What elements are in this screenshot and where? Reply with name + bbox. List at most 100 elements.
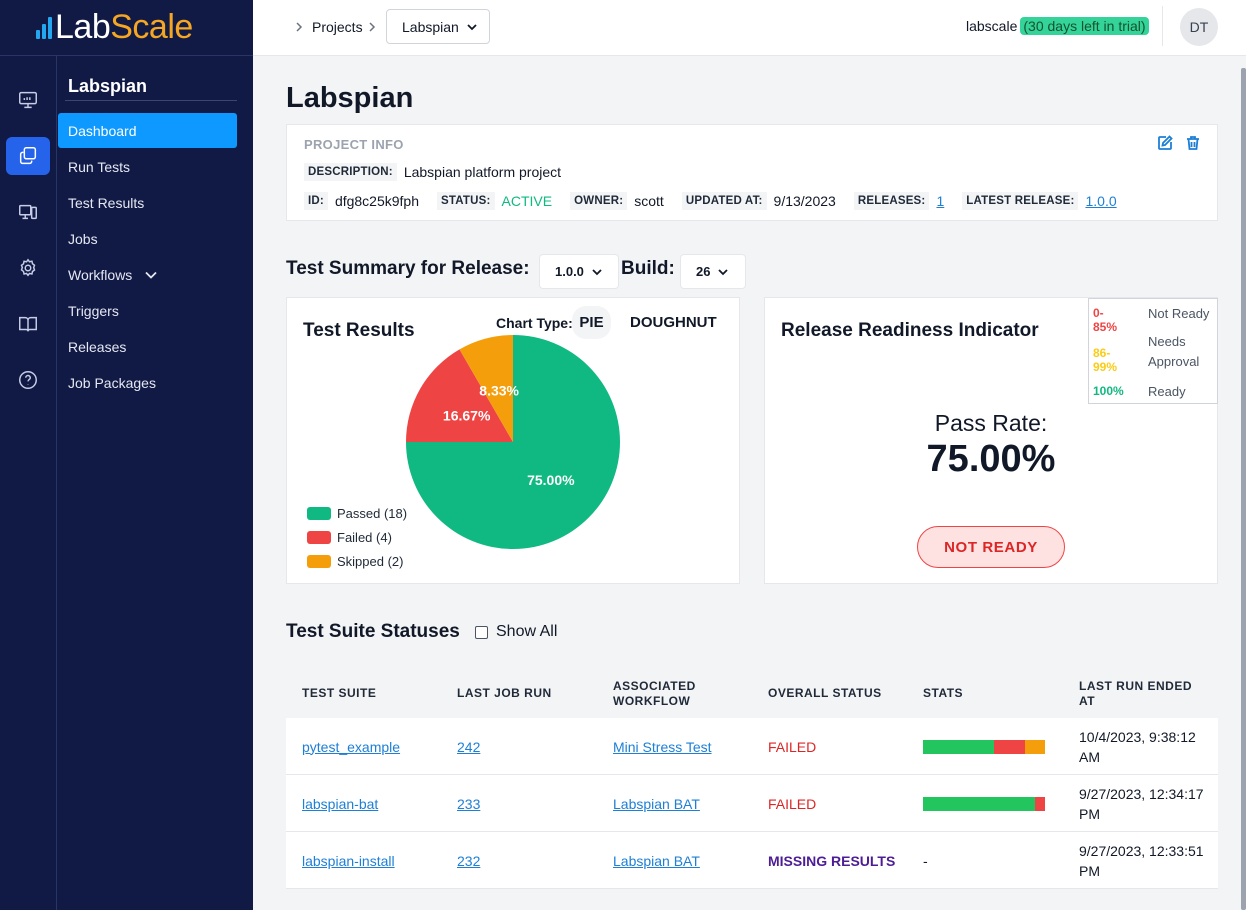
sidebar-item-releases[interactable]: Releases [58, 329, 237, 364]
legend-swatch [307, 554, 331, 568]
sidebar-item-job-packages[interactable]: Job Packages [58, 365, 237, 400]
job-run-link[interactable]: 232 [457, 852, 481, 869]
workflow-link[interactable]: Mini Stress Test [613, 738, 712, 755]
chevron-down-icon[interactable] [144, 268, 158, 282]
overall-status: FAILED [768, 738, 817, 755]
releases-label: RELEASES: [853, 192, 930, 210]
threshold-range: 86-99% [1093, 346, 1118, 374]
job-run-link[interactable]: 242 [457, 738, 481, 755]
chevron-down-icon [718, 268, 729, 275]
owner-label: OWNER: [570, 192, 628, 210]
releases-link[interactable]: 1 [936, 193, 945, 209]
suite-link[interactable]: labspian-install [302, 852, 395, 869]
test-summary-title: Test Summary for Release: [286, 258, 530, 279]
threshold-label: Not Ready [1148, 306, 1210, 321]
build-select[interactable]: 26 [680, 254, 746, 289]
chart-type-pie-button[interactable]: PIE [572, 306, 611, 339]
stats-bar [923, 739, 1045, 754]
chevron-right-icon [369, 22, 376, 32]
test-results-card: Test Results Chart Type: PIE DOUGHNUT 75… [286, 297, 740, 584]
pie-slice-failed[interactable] [406, 349, 513, 442]
threshold-range: 100% [1093, 384, 1124, 398]
legend-swatch [307, 506, 331, 520]
sidebar-item-label: Jobs [68, 230, 98, 247]
show-all-toggle[interactable]: Show All [475, 623, 557, 641]
project-sidebar: Labspian Dashboard Run Tests Test Result… [57, 56, 253, 910]
sidebar-item-test-results[interactable]: Test Results [58, 185, 237, 220]
table-row: pytest_example 242 Mini Stress Test FAIL… [286, 718, 1218, 775]
chart-type-label: Chart Type: [496, 315, 573, 331]
book-icon[interactable] [6, 305, 50, 343]
latest-release-link[interactable]: 1.0.0 [1085, 193, 1117, 209]
stats-empty: - [923, 852, 928, 869]
legend-item-passed[interactable]: Passed (18) [307, 501, 407, 525]
sidebar-item-label: Workflows [68, 266, 133, 283]
avatar[interactable]: DT [1180, 8, 1218, 46]
sidebar-item-label: Test Results [68, 194, 145, 211]
devices-icon[interactable] [6, 193, 50, 231]
stats-segment-passed [923, 739, 995, 754]
updated-value: 9/13/2023 [773, 193, 836, 209]
labscale-logo[interactable]: LabScale [0, 0, 253, 56]
description-label: DESCRIPTION: [304, 163, 397, 181]
stats-segment-failed [1034, 796, 1045, 811]
pass-rate-label: Pass Rate: [934, 410, 1048, 436]
pie-label-skipped: 8.33% [479, 382, 519, 398]
show-all-checkbox[interactable] [475, 625, 488, 639]
help-icon[interactable] [6, 361, 50, 399]
column-header: OVERALL STATUS [768, 686, 882, 700]
sidebar-item-label: Dashboard [68, 122, 137, 139]
edit-icon[interactable] [1157, 135, 1173, 151]
gear-icon[interactable] [6, 249, 50, 287]
last-run-ended: 10/4/2023, 9:38:12 AM [1079, 728, 1196, 765]
legend-item-skipped[interactable]: Skipped (2) [307, 549, 407, 573]
sidebar-item-run-tests[interactable]: Run Tests [58, 149, 237, 184]
page-scrollbar[interactable] [1241, 68, 1246, 910]
project-select[interactable]: Labspian [386, 9, 490, 44]
pie-slice-skipped[interactable] [459, 335, 514, 442]
last-run-ended: 9/27/2023, 12:34:17 PM [1079, 785, 1204, 822]
legend-item-failed[interactable]: Failed (4) [307, 525, 407, 549]
legend-label: Passed (18) [337, 505, 408, 521]
sidebar-item-workflows[interactable]: Workflows [58, 257, 237, 292]
legend-swatch [307, 530, 331, 544]
threshold-label: Ready [1148, 384, 1186, 399]
id-label: ID: [304, 192, 328, 210]
sidebar-item-label: Releases [68, 338, 127, 355]
sidebar-title: Labspian [68, 76, 148, 96]
breadcrumb-projects[interactable]: Projects [312, 19, 363, 35]
project-info-card: PROJECT INFO DESCRIPTION: Labspian platf… [286, 124, 1218, 221]
column-header: STATS [923, 686, 964, 700]
legend-label: Failed (4) [337, 529, 392, 545]
pie-label-failed: 16.67% [443, 407, 491, 423]
sidebar-item-label: Run Tests [68, 158, 130, 175]
monitor-icon[interactable] [6, 81, 50, 119]
projects-icon[interactable] [6, 137, 50, 175]
sidebar-item-label: Job Packages [68, 374, 156, 391]
logo-text-scale: Scale [110, 8, 193, 46]
status-value: ACTIVE [501, 193, 553, 209]
suite-link[interactable]: pytest_example [302, 738, 401, 755]
suite-link[interactable]: labspian-bat [302, 795, 379, 812]
release-readiness-title: Release Readiness Indicator [781, 320, 1039, 341]
chart-type-doughnut-button[interactable]: DOUGHNUT [630, 314, 717, 331]
id-value: dfg8c25k9fph [334, 193, 420, 209]
trash-icon[interactable] [1185, 135, 1201, 151]
release-select[interactable]: 1.0.0 [539, 254, 619, 289]
test-suite-statuses-title: Test Suite Statuses [286, 621, 460, 642]
table-row: labspian-install 232 Labspian BAT MISSIN… [286, 832, 1218, 889]
sidebar-item-triggers[interactable]: Triggers [58, 293, 237, 328]
org-name: labscale [966, 18, 1018, 34]
workflow-link[interactable]: Labspian BAT [613, 852, 700, 869]
trial-badge[interactable]: (30 days left in trial) [1020, 17, 1149, 35]
chart-legend: Passed (18) Failed (4) Skipped (2) [307, 501, 407, 573]
sidebar-item-jobs[interactable]: Jobs [58, 221, 237, 256]
stats-bar [923, 796, 1045, 811]
job-run-link[interactable]: 233 [457, 795, 481, 812]
project-select-value: Labspian [402, 18, 459, 35]
workflow-link[interactable]: Labspian BAT [613, 795, 700, 812]
test-results-pie-chart[interactable]: 75.00% 16.67% 8.33% [405, 334, 621, 550]
table-row: labspian-bat 233 Labspian BAT FAILED 9/2… [286, 775, 1218, 832]
top-bar: Projects Labspian labscale (30 days left… [253, 0, 1246, 56]
sidebar-item-dashboard[interactable]: Dashboard [58, 113, 237, 148]
